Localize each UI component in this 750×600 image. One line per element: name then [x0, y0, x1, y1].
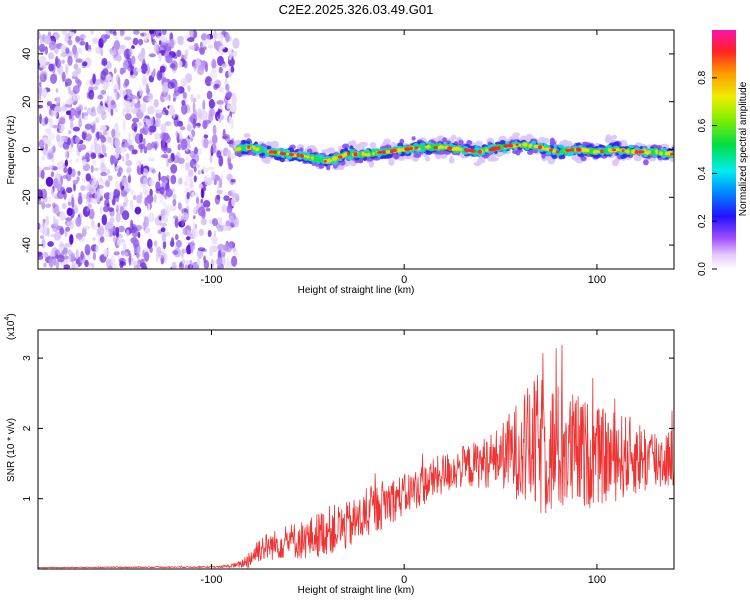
colorbar: 0.0 0.2 0.4 0.6 0.8 Normalized spectral ampl…: [697, 30, 749, 276]
colorbar-tick-label: 0.4: [697, 166, 708, 180]
snr-xtick-label: -100: [200, 574, 222, 586]
snr-multiplier: (x104): [4, 313, 17, 340]
colorbar-tick-label: 0.2: [697, 214, 708, 228]
spectrogram-xlabel: Height of straight line (km): [298, 285, 415, 296]
signal-ridge: [232, 132, 674, 171]
colorbar-tick-label: 0.0: [697, 262, 708, 276]
colorbar-tick-label: 0.8: [697, 70, 708, 84]
spectrogram-ytick-label: -20: [21, 189, 33, 205]
spectrogram-ytick-label: 20: [21, 96, 33, 108]
snr-ytick-label: 3: [22, 355, 33, 361]
spectrogram-panel: -100 0 100 -40 -20 0 20 40 Height of straight l…: [6, 29, 675, 296]
spectrogram-xtick-label: 100: [588, 274, 606, 286]
snr-ytick-label: 1: [22, 495, 33, 501]
snr-frame: [37, 329, 675, 570]
spectrogram-ytick-label: 40: [21, 48, 33, 60]
snr-panel: -100 0 100 1 2 3 Height of straight line (km)…: [4, 313, 675, 596]
snr-line: [38, 344, 674, 569]
spectrogram-xtick-label: -100: [200, 274, 222, 286]
snr-xtick-label: 100: [588, 574, 606, 586]
spectrogram-xtick-label: 0: [401, 274, 407, 286]
snr-ytick-label: 2: [22, 425, 33, 431]
figure-title: C2E2.2025.326.03.49.G01: [279, 2, 434, 17]
colorbar-gradient: [712, 30, 736, 269]
snr-xtick-label: 0: [401, 574, 407, 586]
spectrogram-ylabel: Frequency (Hz): [6, 116, 17, 185]
snr-ylabel: SNR (10 * v/v): [6, 418, 17, 482]
snr-xlabel: Height of straight line (km): [298, 585, 415, 596]
spectrogram-ytick-label: 0: [21, 146, 33, 152]
spectrogram-ytick-label: -40: [21, 237, 33, 253]
noise-speckle: [38, 30, 240, 269]
colorbar-tick-label: 0.6: [697, 118, 708, 132]
colorbar-label: Normalized spectral amplitude: [738, 81, 749, 216]
